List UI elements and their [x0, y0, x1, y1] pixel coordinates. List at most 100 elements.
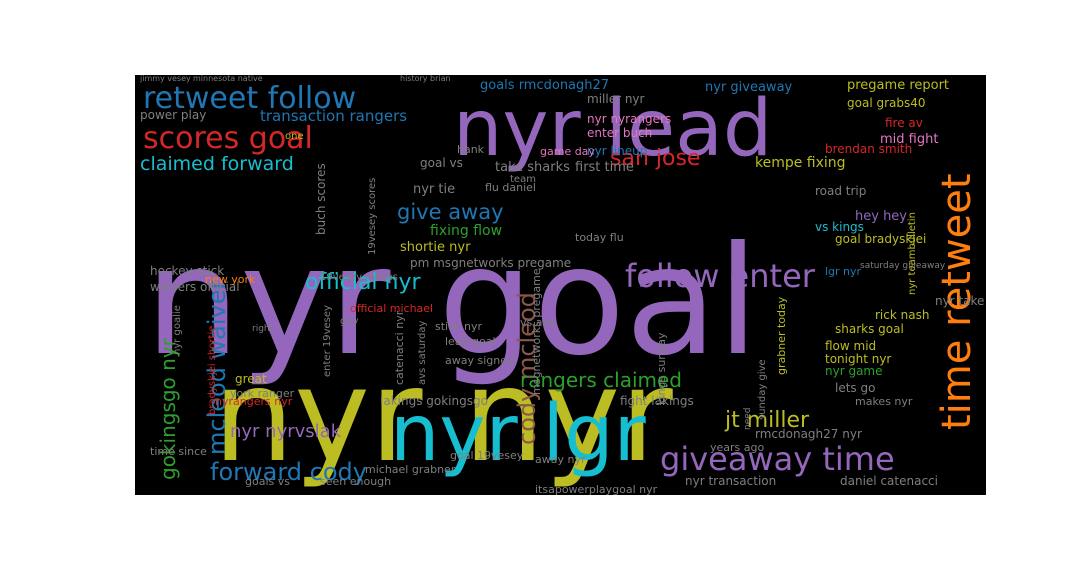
cloud-word: need	[743, 408, 753, 431]
cloud-word: rick nash	[875, 308, 929, 322]
cloud-word: saturday giveaway	[860, 261, 946, 271]
cloud-word: flow mid	[825, 339, 876, 353]
cloud-word: pm msgnetworks pregame	[410, 256, 571, 270]
cloud-word: rangers claimed	[520, 368, 682, 392]
cloud-word: goal grabs40	[847, 96, 926, 110]
cloud-word: miller nyr	[587, 92, 645, 106]
cloud-word: jimmy vesey	[139, 75, 191, 83]
cloud-word: bradyskjei shortie	[207, 326, 218, 415]
cloud-word: mcleod waiver	[203, 279, 231, 455]
cloud-word: great	[235, 372, 267, 386]
cloud-word: nyr transaction	[685, 474, 776, 488]
cloud-word: jt miller	[724, 408, 810, 433]
cloud-word: brendan smith	[825, 142, 912, 156]
cloud-word: goal 19vesey	[450, 449, 524, 462]
cloud-word: team	[510, 174, 536, 185]
cloud-word: today flu	[575, 231, 624, 244]
cloud-word: michael grabner	[365, 463, 456, 476]
cloud-word: lead goal	[445, 335, 496, 348]
cloud-word: cody mcleod	[513, 292, 541, 445]
cloud-word: kempe fixing	[755, 155, 846, 171]
cloud-word: nyr lgr	[390, 389, 647, 479]
cloud-word: guy	[340, 316, 359, 327]
cloud-word: msgnetworks pregame	[530, 268, 543, 395]
cloud-word: nyr nyrvslak	[230, 421, 342, 442]
cloud-word: vs avs	[520, 316, 555, 329]
cloud-word: hockey stick	[150, 264, 224, 278]
cloud-word: giveaway time	[660, 440, 895, 478]
cloud-word: sunday give	[757, 359, 768, 420]
cloud-word: 19vesey scores	[367, 178, 378, 255]
cloud-word: lets go	[835, 381, 875, 395]
cloud-word: makes nyr	[855, 395, 913, 408]
cloud-word: shortie nyr	[400, 240, 471, 255]
cloud-word: nyr giveaway	[705, 80, 793, 95]
cloud-word: mid fight	[880, 132, 938, 147]
cloud-word: nyr take	[935, 294, 984, 308]
cloud-word: away signed	[445, 354, 514, 367]
cloud-word: york ranger	[230, 387, 295, 400]
cloud-word: transaction rangers	[260, 107, 407, 125]
cloud-word: first time	[575, 160, 634, 175]
cloud-word: lakings gokingsgo	[380, 394, 488, 408]
cloud-word: minnesota native	[193, 75, 263, 83]
cloud-word: years ago	[710, 441, 764, 454]
cloud-word: daniel catenacci	[840, 474, 938, 488]
cloud-word: away nyr	[535, 453, 586, 466]
cloud-word: claimed forward	[140, 153, 294, 175]
cloud-word: nyr lead	[453, 84, 772, 174]
cloud-word: nyr nyrangers	[587, 112, 671, 126]
cloud-word: vs kings	[815, 220, 864, 234]
cloud-word: nyr goalie	[172, 305, 183, 355]
cloud-word: nyrangers nyr	[215, 395, 293, 408]
cloud-word: grabner today	[775, 296, 788, 375]
cloud-word: new york	[205, 273, 256, 286]
cloud-word: seen enough	[320, 475, 391, 488]
cloud-word: time since	[150, 445, 207, 458]
cloud-word: nyr goal	[145, 215, 759, 389]
cloud-word: game day	[540, 145, 595, 158]
cloud-word: waivers official	[150, 280, 240, 294]
cloud-word: itsapowerplaygoal nyr	[535, 483, 658, 495]
cloud-word: enter buch	[587, 126, 652, 140]
cloud-word: one	[285, 131, 304, 142]
cloud-word: flu daniel	[485, 181, 536, 194]
cloud-word: time retweet	[934, 173, 980, 430]
cloud-word: give away	[397, 200, 504, 224]
cloud-word: lgr nyr	[825, 265, 862, 278]
cloud-word: avs saturday	[417, 321, 428, 385]
cloud-word: hey hey	[855, 209, 907, 224]
cloud-word: scores goal	[143, 121, 313, 156]
cloud-word: goals rmcdonagh27	[480, 78, 609, 93]
cloud-background	[135, 75, 986, 495]
cloud-word: history brian	[400, 75, 451, 83]
word-cloud: nyr goal nyr nyr nyr lead nyr lgr retweet fo…	[135, 75, 986, 495]
cloud-word: nyr tie	[413, 182, 455, 197]
cloud-word: follow enter	[625, 257, 816, 295]
cloud-word: rmcdonagh27 nyr	[755, 427, 862, 441]
cloud-word: goal bradyskjei	[835, 232, 926, 246]
cloud-word: forward cody	[210, 458, 367, 486]
cloud-word: nyr nyr	[213, 342, 673, 491]
cloud-word: retweet follow	[143, 81, 356, 116]
cloud-word: fixing flow	[430, 223, 502, 239]
cloud-word: enter 19vesey	[322, 305, 333, 377]
cloud-word: road trip	[815, 184, 866, 198]
cloud-word: nyr lineup	[587, 144, 647, 158]
cloud-word: power play	[140, 108, 206, 122]
cloud-word: right	[252, 324, 274, 334]
cloud-word: tonight nyr	[825, 352, 891, 366]
cloud-word: stick nyr	[435, 320, 482, 333]
cloud-word: official nyr	[305, 270, 421, 295]
cloud-word: gokingsgo nyr	[156, 337, 180, 480]
cloud-word: goals vs	[245, 475, 290, 488]
cloud-word: hank	[457, 143, 485, 156]
cloud-word: goal vs	[420, 156, 463, 170]
cloud-word: kings sunday	[655, 332, 668, 405]
cloud-word: nyr game	[825, 364, 883, 378]
cloud-word: buch scores	[314, 163, 328, 235]
cloud-word: nyr teambulletin	[907, 212, 918, 295]
cloud-word: take sharks	[495, 160, 570, 175]
cloud-word: 19vesey makes	[320, 272, 398, 283]
